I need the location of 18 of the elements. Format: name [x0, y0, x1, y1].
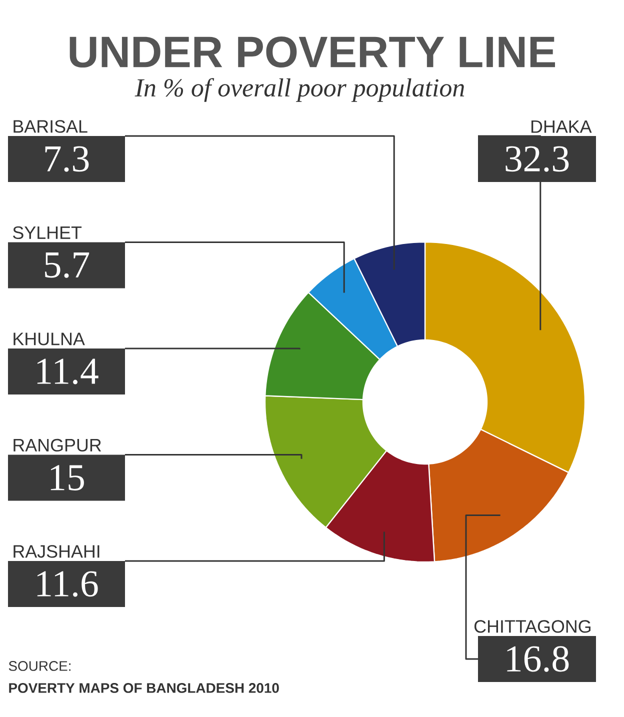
data-label: 16.8 [507, 646, 569, 672]
slice-label: CHITTAGONG [474, 620, 590, 633]
slice-label: BARISAL [14, 120, 88, 133]
data-label: 11.4 [37, 358, 98, 384]
slice-label: RANGPUR [14, 438, 102, 452]
chart-title: UNDER POVERTY LINE [70, 36, 556, 68]
text: POVERTY MAPS OF BANGLADESH 2010 [9, 683, 279, 693]
slice-label: SYLHET [13, 226, 82, 240]
source-note: SOURCE: [8, 661, 70, 671]
data-label: 7.3 [45, 146, 89, 172]
data-label: 5.7 [45, 252, 90, 278]
slice-label: DHAKA [531, 120, 592, 133]
data-label: 15 [50, 465, 84, 490]
data-label: 11.6 [37, 571, 98, 597]
chart-subtitle: In % of overall poor population [134, 78, 464, 102]
slice-label: RAJSHAHI [14, 545, 100, 558]
slice-label: KHULNA [14, 332, 85, 346]
data-label: 32.3 [506, 146, 569, 172]
